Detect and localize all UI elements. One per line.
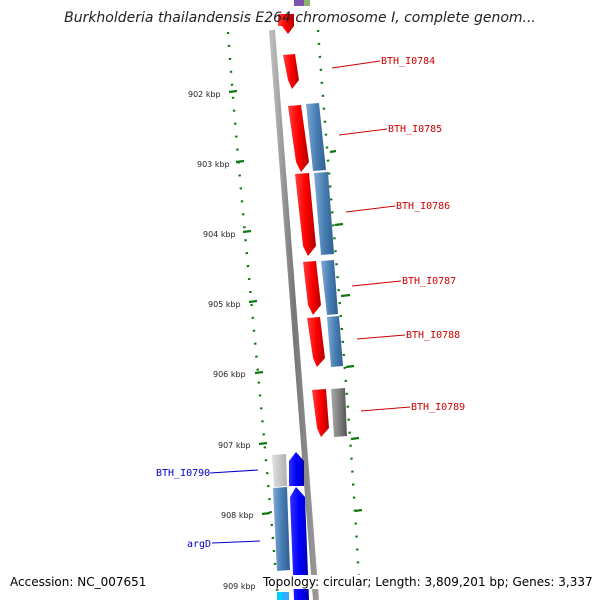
label-BTH_I0790[interactable]: BTH_I0790 bbox=[156, 468, 210, 479]
tick-label-906: 906 kbp bbox=[213, 370, 246, 379]
top-gene-fragment bbox=[278, 0, 310, 34]
gene-BTH_I0788[interactable] bbox=[307, 317, 325, 367]
tick-label-903: 903 kbp bbox=[197, 160, 230, 169]
label-leaders bbox=[209, 60, 411, 544]
label-BTH_I0789[interactable]: BTH_I0789 bbox=[411, 402, 465, 413]
label-BTH_I0784[interactable]: BTH_I0784 bbox=[381, 56, 435, 67]
tick-label-908: 908 kbp bbox=[221, 511, 254, 520]
tick-label-907: 907 kbp bbox=[218, 441, 251, 450]
outer-tick-track bbox=[226, 31, 280, 600]
tick-label-904: 904 kbp bbox=[203, 230, 236, 239]
gene-BTH_I0784[interactable] bbox=[283, 54, 299, 89]
chromosome-backbone bbox=[269, 29, 319, 600]
gene-argD[interactable] bbox=[290, 487, 309, 600]
cds-blocks bbox=[272, 103, 347, 571]
gene-BTH_I0787[interactable] bbox=[303, 261, 321, 315]
accession-text: Accession: NC_007651 bbox=[9, 575, 148, 589]
gene-BTH_I0786[interactable] bbox=[295, 173, 316, 256]
gene-BTH_I0790[interactable] bbox=[289, 452, 304, 486]
label-BTH_I0788[interactable]: BTH_I0788 bbox=[406, 330, 460, 341]
label-argD[interactable]: argD bbox=[187, 539, 211, 550]
label-BTH_I0786[interactable]: BTH_I0786 bbox=[396, 201, 450, 212]
bottom-gene-fragment bbox=[277, 592, 289, 600]
tick-label-909: 909 kbp bbox=[223, 582, 256, 591]
label-BTH_I0785[interactable]: BTH_I0785 bbox=[388, 124, 442, 135]
gene-BTH_I0789[interactable] bbox=[312, 389, 329, 437]
gene-BTH_I0785[interactable] bbox=[288, 105, 309, 172]
label-BTH_I0787[interactable]: BTH_I0787 bbox=[402, 276, 456, 287]
tick-label-905: 905 kbp bbox=[208, 300, 241, 309]
tick-label-902: 902 kbp bbox=[188, 90, 221, 99]
map-title: Burkholderia thailandensis E264 chromoso… bbox=[64, 10, 536, 26]
topology-text: Topology: circular; Length: 3,809,201 bp… bbox=[262, 575, 594, 589]
gc-skew-track bbox=[316, 29, 363, 600]
